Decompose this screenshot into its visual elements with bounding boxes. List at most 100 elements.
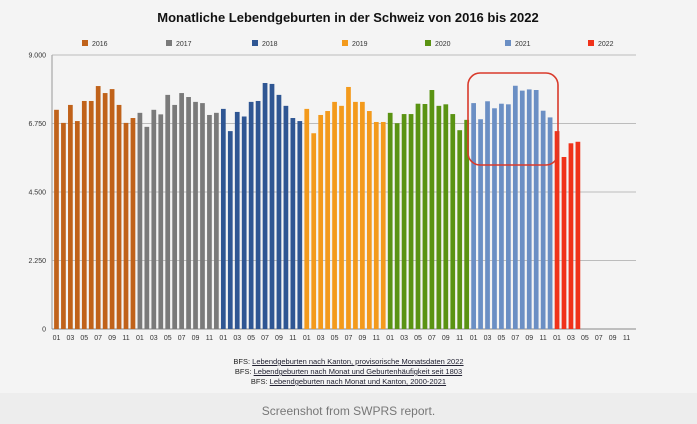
bar-2018-5: [248, 101, 254, 329]
y-tick-label: 6.750: [28, 121, 46, 128]
bar-2017-11: [207, 114, 212, 329]
legend-label-2018: 2018: [262, 41, 278, 48]
bar-2016-7: [95, 86, 101, 329]
bar-2017-1: [137, 112, 143, 329]
x-tick-label: 01: [53, 335, 61, 342]
legend-swatch-2019: [342, 40, 348, 46]
bar-2019-4: [325, 111, 330, 329]
x-tick-label: 05: [414, 335, 422, 342]
bar-2016-12: [130, 118, 136, 330]
bar-2019-9: [360, 101, 365, 329]
x-tick-label: 09: [275, 335, 283, 342]
x-tick-label: 11: [289, 335, 296, 342]
bar-2017-6: [172, 104, 178, 329]
x-tick-label: 09: [525, 335, 533, 342]
x-tick-label: 07: [511, 335, 519, 342]
bar-2020-11: [457, 130, 463, 329]
bar-2020-4: [408, 114, 414, 329]
bar-2020-12: [464, 119, 470, 329]
x-tick-label: 01: [470, 335, 478, 342]
x-tick-label: 07: [261, 335, 269, 342]
bar-2021-10: [533, 90, 539, 329]
bar-2016-6: [88, 100, 94, 330]
x-tick-label: 07: [428, 335, 436, 342]
x-tick-label: 03: [66, 335, 74, 342]
bar-2017-10: [200, 103, 205, 329]
bar-2016-1: [54, 109, 59, 329]
x-tick-label: 05: [164, 335, 172, 342]
bar-2017-4: [158, 114, 164, 329]
bars: [54, 83, 581, 330]
source-link-3[interactable]: Lebendgeburten nach Monat und Kanton, 20…: [269, 377, 447, 386]
x-tick-label: 01: [386, 335, 394, 342]
bar-2018-2: [227, 131, 233, 329]
caption: Screenshot from SWPRS report.: [261, 404, 436, 418]
bar-2019-10: [366, 111, 372, 329]
bar-2020-9: [443, 104, 449, 329]
y-tick-label: 0: [42, 327, 46, 334]
bar-2018-8: [269, 83, 275, 329]
x-tick-label: 11: [456, 335, 463, 342]
x-tick-label: 05: [581, 335, 589, 342]
bar-2020-8: [436, 105, 442, 329]
bar-2019-12: [380, 121, 386, 329]
x-tick-label: 09: [442, 335, 450, 342]
bar-2019-1: [304, 108, 310, 330]
x-tick-label: 07: [595, 335, 603, 342]
bar-2021-7: [512, 85, 518, 329]
x-tick-label: 07: [178, 335, 186, 342]
bar-2018-1: [220, 108, 226, 330]
source-link-1[interactable]: Lebendgeburten nach Kanton, provisorisch…: [252, 357, 464, 366]
x-tick-label: 03: [317, 335, 325, 342]
bar-2016-2: [61, 122, 66, 329]
x-tick-label: 11: [540, 335, 547, 342]
legend-swatch-2022: [588, 40, 594, 46]
legend-swatch-2020: [425, 40, 431, 46]
bar-2020-7: [429, 90, 435, 329]
x-tick-label: 01: [136, 335, 144, 342]
bar-2019-7: [346, 86, 351, 329]
bar-2021-12: [547, 117, 553, 330]
x-tick-label: 09: [609, 335, 617, 342]
x-axis-ticks: 01 03 05 07 09 11 01 03 05 07 09 11 01 03 05 07 09 11 01 03…: [53, 335, 631, 342]
source-link-2[interactable]: Lebendgeburten nach Monat und Geburtenhä…: [253, 367, 463, 376]
bar-2022-1: [554, 131, 560, 329]
bar-2018-12: [297, 121, 303, 329]
caption-band: [0, 393, 697, 424]
bar-2018-9: [276, 94, 282, 329]
legend-swatch-2021: [505, 40, 511, 46]
bar-2018-7: [262, 83, 268, 330]
bar-2017-5: [165, 94, 171, 329]
source-prefix: BFS:: [234, 367, 252, 376]
bar-2022-2: [561, 156, 567, 329]
source-prefix: BFS:: [250, 377, 268, 386]
legend: 2016 2017 2018 2019 2020 2021 2022: [82, 40, 614, 48]
bar-2018-6: [255, 100, 261, 330]
bar-2020-2: [394, 123, 400, 329]
bar-2016-8: [102, 93, 108, 329]
x-tick-label: 01: [303, 335, 311, 342]
y-tick-label: 4.500: [28, 190, 46, 197]
x-tick-label: 11: [206, 335, 213, 342]
bar-2016-5: [81, 100, 87, 330]
bar-2021-8: [519, 90, 525, 330]
x-tick-label: 03: [400, 335, 408, 342]
x-tick-label: 03: [567, 335, 575, 342]
bar-2021-2: [478, 119, 483, 329]
x-tick-label: 07: [345, 335, 353, 342]
chart-title: Monatliche Lebendgeburten in der Schweiz…: [157, 10, 538, 25]
legend-label-2017: 2017: [176, 41, 192, 48]
bar-2021-6: [506, 104, 511, 329]
gridlines: 0 2.250 4.500 6.750 9.000: [28, 53, 636, 334]
bar-2018-4: [241, 116, 247, 330]
bar-2016-3: [68, 104, 73, 329]
x-tick-label: 05: [80, 335, 88, 342]
legend-swatch-2018: [252, 40, 258, 46]
x-tick-label: 05: [331, 335, 339, 342]
x-tick-label: 03: [484, 335, 492, 342]
bar-chart: Monatliche Lebendgeburten in der Schweiz…: [28, 10, 636, 342]
x-tick-label: 03: [233, 335, 241, 342]
bar-2016-9: [109, 89, 115, 329]
legend-label-2019: 2019: [352, 41, 368, 48]
bar-2017-3: [151, 109, 157, 329]
